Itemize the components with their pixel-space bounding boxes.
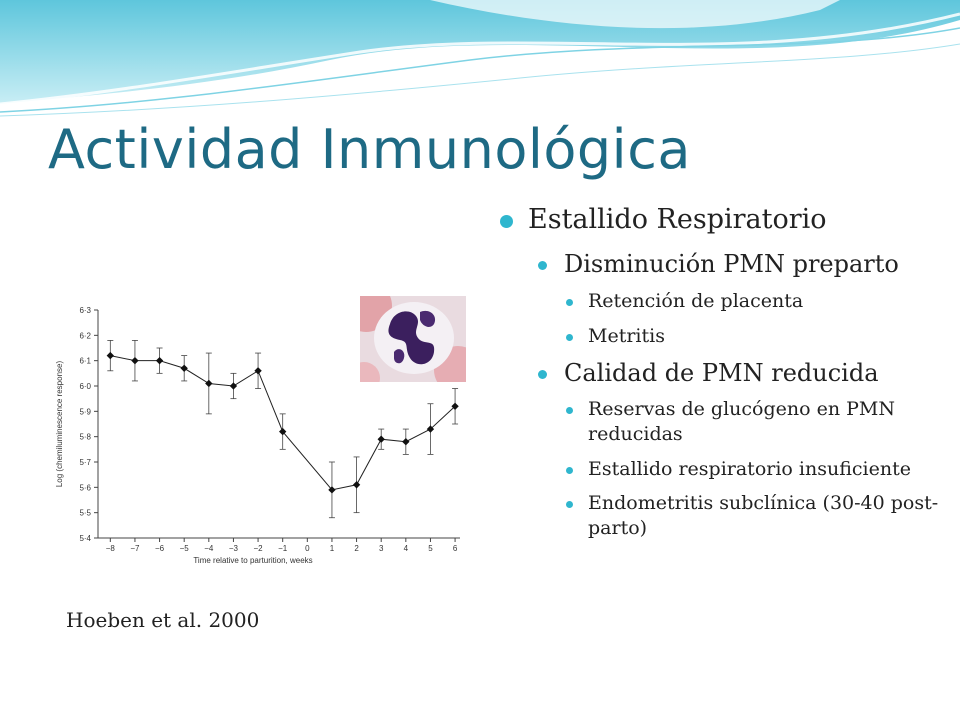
y-tick-label: 5·6 <box>79 483 91 492</box>
x-tick-label: 6 <box>453 544 458 553</box>
bullet-dot-icon <box>566 299 573 307</box>
bullet-text: Estallido Respiratorio <box>528 204 827 235</box>
bullet-text: Reservas de glucógeno en PMN reducidas <box>588 398 895 446</box>
slide-title: Actividad Inmunológica <box>48 118 691 181</box>
bullet-text: Endometritis subclínica (30-40 post-part… <box>588 492 939 540</box>
x-tick-label: −3 <box>229 544 239 553</box>
y-tick-label: 5·9 <box>79 407 91 416</box>
bullet-text: Metritis <box>588 324 665 347</box>
x-tick-label: −1 <box>278 544 288 553</box>
data-point <box>106 351 114 360</box>
y-tick-label: 6·2 <box>79 331 91 340</box>
bullet-level2: Calidad de PMN reducida <box>538 359 940 388</box>
bullet-list: Estallido Respiratorio Disminución PMN p… <box>500 204 940 549</box>
bullet-dot-icon <box>538 261 547 271</box>
bullet-text: Calidad de PMN reducida <box>564 358 879 387</box>
y-tick-label: 5·4 <box>79 534 91 543</box>
bullet-dot-icon <box>538 369 547 379</box>
data-point <box>426 425 435 433</box>
series-line <box>110 355 456 491</box>
bullet-dot-icon <box>566 501 573 509</box>
x-tick-label: 3 <box>379 544 384 553</box>
data-point <box>352 481 361 489</box>
x-tick-label: −7 <box>130 544 140 553</box>
y-tick-label: 6·1 <box>79 357 91 366</box>
data-point <box>155 356 164 365</box>
x-tick-label: −8 <box>106 544 116 553</box>
bullet-level3: Retención de placenta <box>566 289 940 314</box>
data-point <box>229 382 238 390</box>
bullet-level3: Estallido respiratorio insuficiente <box>566 457 940 482</box>
x-tick-label: 5 <box>428 544 433 553</box>
bullet-level3: Metritis <box>566 324 940 349</box>
y-tick-label: 5·5 <box>79 509 91 518</box>
x-tick-label: 1 <box>330 544 335 553</box>
data-point <box>205 379 213 388</box>
data-point <box>180 364 188 372</box>
bullet-level1: Estallido Respiratorio <box>500 204 940 236</box>
data-point <box>279 427 287 436</box>
y-tick-label: 6·3 <box>79 306 91 315</box>
bullet-dot-icon <box>566 466 573 474</box>
y-tick-label: 5·8 <box>79 433 91 442</box>
citation: Hoeben et al. 2000 <box>66 608 260 632</box>
bullet-level2: Disminución PMN preparto <box>538 250 940 279</box>
x-tick-label: −2 <box>254 544 264 553</box>
bullet-text: Retención de placenta <box>588 290 804 313</box>
bullet-text: Estallido respiratorio insuficiente <box>588 457 911 480</box>
bullet-level3: Endometritis subclínica (30-40 post-part… <box>566 491 940 540</box>
data-point <box>328 486 336 494</box>
x-tick-label: −5 <box>180 544 190 553</box>
x-tick-label: −4 <box>204 544 214 553</box>
data-point <box>402 438 410 446</box>
chart-svg: 5·4 5·5 5·6 5·7 5·8 5·9 6·0 6·1 6·2 6·3 −8 −7 −6 −5 −4… <box>55 306 460 565</box>
header-wave-decoration <box>0 0 960 117</box>
x-axis-label: Time relative to parturition, weeks <box>193 556 312 565</box>
y-axis-label: Log (chemiluminescence response) <box>55 361 64 488</box>
bullet-dot-icon <box>500 215 513 228</box>
x-tick-label: 2 <box>354 544 359 553</box>
bullet-level3: Reservas de glucógeno en PMN reducidas <box>566 397 940 446</box>
neutrophil-micrograph-icon <box>360 296 466 382</box>
x-tick-label: 0 <box>305 544 310 553</box>
data-point <box>254 367 262 375</box>
data-point <box>377 435 385 443</box>
bullet-dot-icon <box>566 407 573 415</box>
x-tick-label: −6 <box>155 544 165 553</box>
bullet-text: Disminución PMN preparto <box>564 250 899 279</box>
data-point <box>451 402 459 410</box>
data-point <box>131 356 139 365</box>
y-tick-label: 5·7 <box>79 458 91 467</box>
bullet-dot-icon <box>566 333 573 341</box>
y-tick-label: 6·0 <box>79 382 91 391</box>
x-tick-label: 4 <box>404 544 409 553</box>
